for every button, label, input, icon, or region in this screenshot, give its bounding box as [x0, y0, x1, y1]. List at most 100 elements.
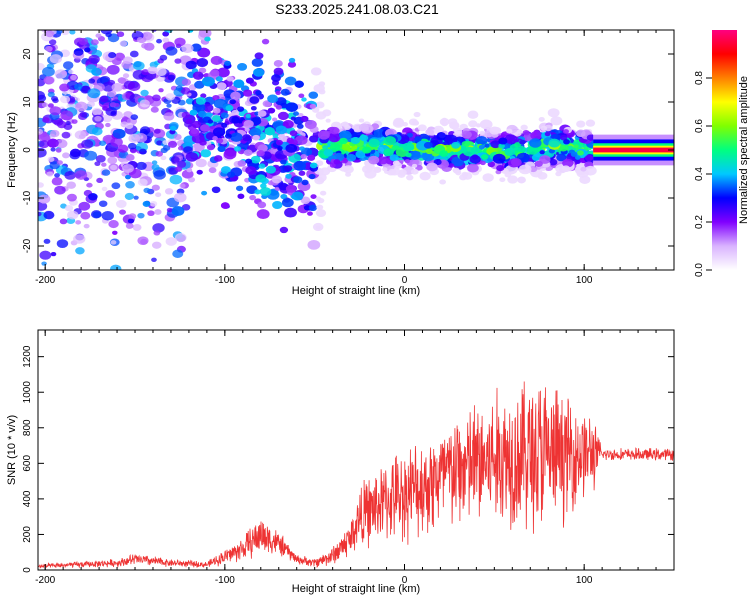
spectrogram-cell	[74, 170, 88, 180]
colorbar: 0.0 0.2 0.4 0.6 0.8 Normalized spectral ampl…	[694, 30, 750, 277]
spectrogram-cell	[426, 162, 438, 172]
spectrogram-cell	[468, 120, 478, 128]
spectrogram-cell	[127, 218, 135, 224]
spectrogram-cell	[300, 115, 309, 122]
spectrogram-cell	[492, 153, 506, 164]
spectrogram-cell	[45, 30, 55, 38]
spectrogram-cell	[223, 149, 237, 160]
spectrogram-cell	[64, 171, 76, 180]
spectrogram-cell	[55, 148, 62, 153]
spectrogram-cell	[504, 147, 515, 157]
spectrogram-cell	[174, 37, 186, 47]
spectrogram-cell	[128, 213, 137, 220]
spectrogram-cell	[570, 151, 578, 157]
spectrogram-cell	[244, 127, 250, 132]
spectrogram-cell	[91, 67, 102, 76]
snr-panel: -200 -100 0 100 0 200 400 600 800 1000 1200 Heigh…	[6, 329, 675, 595]
spectrogram-cell	[540, 125, 548, 131]
spectrogram-cell	[47, 103, 54, 108]
spectrogram-cell	[264, 127, 276, 136]
spectrogram-cell	[308, 91, 319, 99]
spectrogram-cell	[108, 220, 119, 229]
spectrogram-cell	[373, 166, 382, 173]
spectrogram-cell	[230, 132, 243, 142]
spectrogram-cell	[38, 201, 48, 211]
spectrogram-cell	[274, 186, 280, 192]
spectrogram-cell	[298, 93, 305, 99]
spectrogram-cell	[467, 110, 479, 119]
spectrogram-cell	[195, 97, 206, 105]
spectrogram-cell	[165, 237, 177, 246]
colorbar-tick-label: 0.4	[694, 167, 705, 181]
spectrogram-cell	[183, 15, 195, 24]
spectrogram-cell	[211, 115, 221, 122]
spectrogram-cell	[277, 111, 289, 121]
y-tick-label: 600	[22, 455, 33, 472]
spectrogram-cell	[576, 120, 586, 128]
spectrogram-cell	[265, 165, 277, 174]
spectrogram-cell	[310, 67, 322, 76]
spectrogram-cell	[252, 134, 260, 141]
spectrogram-cell	[490, 140, 501, 149]
spectrogram-cell	[586, 134, 596, 141]
spectrogram-cell	[422, 152, 435, 162]
spectrogram-cell	[451, 141, 461, 149]
spectrogram-cell	[43, 210, 55, 220]
spectrogram-cell	[411, 163, 418, 168]
spectrogram-cell	[208, 167, 217, 174]
spectrogram-cell	[140, 238, 148, 245]
spectrogram-cell	[172, 249, 184, 259]
spectrogram-x-label: Height of straight line (km)	[292, 285, 420, 297]
spectrogram-cell	[55, 30, 63, 35]
spectrogram-cell	[140, 89, 149, 97]
spectrogram-cell	[273, 67, 284, 76]
spectrogram-marks	[38, 5, 674, 270]
spectrogram-cell	[255, 90, 262, 96]
spectrogram-cell	[198, 30, 212, 39]
spectrogram-cell	[84, 150, 98, 161]
spectrogram-cell	[556, 153, 567, 162]
spectrogram-cell	[151, 184, 160, 191]
spectrogram-cell	[186, 167, 193, 173]
spectrogram-cell	[66, 5, 77, 14]
figure-title: S233.2025.241.08.03.C21	[275, 1, 439, 17]
spectrogram-cell	[112, 128, 126, 139]
spectrogram-cell	[475, 123, 482, 128]
spectrogram-cell	[507, 175, 518, 184]
spectrogram-cell	[94, 115, 102, 122]
spectrogram-cell	[125, 174, 131, 180]
spectrogram-cell	[41, 261, 47, 266]
spectrogram-cell	[285, 102, 298, 112]
x-tick-label: -100	[215, 575, 235, 586]
spectrogram-cell	[216, 82, 227, 90]
spectrogram-cell	[281, 198, 294, 208]
spectrogram-cell	[57, 23, 62, 27]
spectrogram-cell	[50, 252, 57, 257]
spectrogram-cell	[119, 209, 126, 215]
spectrogram-cell	[345, 172, 352, 177]
spectrogram-cell	[288, 57, 296, 63]
spectrogram-cell	[287, 61, 297, 68]
spectrogram-cell	[414, 136, 422, 142]
spectrogram-cell	[165, 9, 172, 15]
spectrogram-cell	[73, 48, 84, 56]
colorbar-tick-label: 0.0	[694, 263, 705, 277]
spectrogram-cell	[382, 167, 388, 172]
y-tick-label: 0	[22, 147, 33, 153]
spectrogram-cell	[124, 30, 130, 31]
spectrogram-cell	[183, 146, 193, 154]
spectrogram-cell	[548, 158, 558, 166]
spectrogram-cell	[90, 39, 99, 46]
spectrogram-cell	[293, 176, 303, 184]
spectrogram-cell	[38, 140, 50, 149]
spectrogram-cell	[562, 129, 570, 134]
spectrogram-cell	[59, 218, 68, 225]
spectrogram-cell	[242, 134, 252, 142]
spectrogram-cell	[584, 154, 594, 162]
spectrogram-cell	[304, 119, 317, 130]
spectrogram-cell	[527, 146, 539, 155]
spectrogram-cell	[101, 169, 111, 176]
spectrogram-cell	[373, 128, 386, 138]
colorbar-gradient	[712, 30, 737, 270]
snr-x-axis: -200 -100 0 100	[35, 330, 675, 586]
